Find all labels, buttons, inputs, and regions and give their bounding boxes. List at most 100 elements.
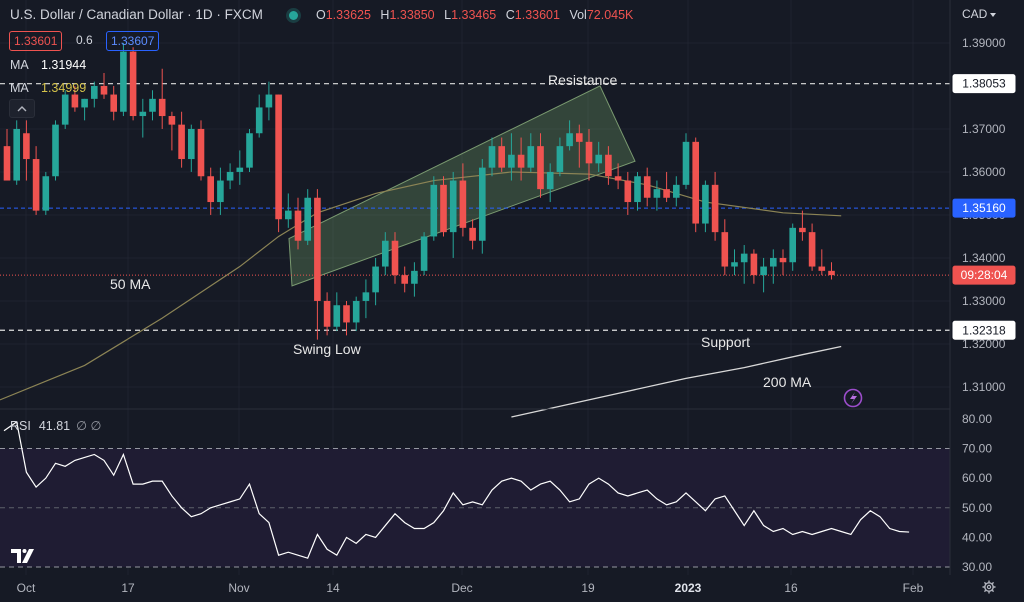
candle[interactable]	[624, 171, 632, 215]
candle[interactable]	[479, 159, 486, 254]
rsi-axis[interactable]: 80.00 70.00 60.00 50.00 40.00 30.00	[962, 412, 992, 574]
candle[interactable]	[391, 232, 399, 284]
candle[interactable]	[653, 180, 661, 211]
candle[interactable]	[517, 137, 525, 181]
candle[interactable]	[382, 232, 389, 276]
candle[interactable]	[139, 98, 147, 138]
candle[interactable]	[556, 137, 564, 177]
candle[interactable]	[13, 120, 20, 185]
candle[interactable]	[828, 262, 835, 280]
candle[interactable]	[702, 180, 709, 233]
candle[interactable]	[23, 120, 30, 181]
collapse-legend-button[interactable]	[9, 99, 35, 118]
candle[interactable]	[323, 292, 331, 336]
candle[interactable]	[643, 167, 651, 207]
currency-selector[interactable]: CAD	[962, 7, 997, 21]
candle[interactable]	[333, 292, 341, 332]
candle[interactable]	[178, 111, 185, 168]
candle[interactable]	[731, 249, 738, 276]
candle[interactable]	[585, 128, 593, 181]
candle[interactable]	[663, 171, 670, 203]
candle[interactable]	[285, 193, 292, 228]
candle[interactable]	[362, 279, 370, 319]
candle[interactable]	[110, 85, 117, 121]
candle[interactable]	[71, 85, 79, 112]
candle[interactable]	[498, 137, 505, 172]
candle[interactable]	[614, 163, 622, 190]
candle[interactable]	[818, 249, 826, 276]
candle[interactable]	[537, 133, 544, 198]
candle[interactable]	[226, 163, 234, 190]
candle[interactable]	[527, 133, 535, 172]
candle[interactable]	[3, 128, 11, 181]
candle[interactable]	[217, 167, 224, 215]
candle[interactable]	[188, 124, 195, 172]
candle[interactable]	[770, 249, 777, 284]
candle[interactable]	[799, 210, 806, 241]
candle[interactable]	[576, 124, 583, 168]
rsi-legend[interactable]: RSI 41.81 ∅ ∅	[10, 418, 101, 433]
candle[interactable]	[789, 223, 796, 271]
candle[interactable]	[546, 163, 554, 203]
candle[interactable]	[149, 90, 156, 121]
candle[interactable]	[692, 137, 699, 233]
candle[interactable]	[91, 81, 98, 108]
candle[interactable]	[168, 111, 176, 151]
candle[interactable]	[488, 137, 496, 177]
candle[interactable]	[595, 141, 602, 172]
gear-icon[interactable]	[982, 580, 996, 594]
candle[interactable]	[81, 98, 88, 121]
candle[interactable]	[246, 128, 253, 172]
candle[interactable]	[459, 163, 467, 237]
candle[interactable]	[158, 68, 166, 129]
candle[interactable]	[808, 223, 816, 271]
ma-long-legend[interactable]: MA 1.34999	[10, 81, 86, 95]
candle[interactable]	[469, 219, 476, 250]
buy-button[interactable]: 1.33607	[106, 31, 160, 51]
candle[interactable]	[120, 42, 127, 117]
candle[interactable]	[52, 120, 59, 181]
candle[interactable]	[711, 171, 719, 241]
candle[interactable]	[440, 176, 447, 237]
tradingview-logo-icon[interactable]	[9, 545, 37, 567]
candle[interactable]	[779, 249, 787, 276]
candle[interactable]	[411, 262, 418, 297]
ma-short-legend[interactable]: MA 1.31944	[10, 58, 86, 72]
candle[interactable]	[207, 167, 214, 215]
candle[interactable]	[32, 146, 40, 215]
candle[interactable]	[129, 47, 137, 121]
candle[interactable]	[740, 245, 748, 284]
candle[interactable]	[61, 90, 69, 129]
candle[interactable]	[750, 249, 758, 284]
candle[interactable]	[721, 219, 729, 276]
time-axis[interactable]: Oct 17 Nov 14 Dec 19 2023 16 Feb	[17, 581, 924, 595]
candle[interactable]	[304, 189, 311, 246]
candle[interactable]	[372, 257, 379, 306]
candle[interactable]	[673, 176, 680, 207]
candle[interactable]	[634, 171, 641, 211]
candle[interactable]	[508, 133, 515, 181]
candle[interactable]	[566, 120, 573, 151]
candle[interactable]	[605, 146, 612, 185]
candle[interactable]	[236, 150, 244, 185]
candle[interactable]	[760, 257, 767, 293]
candle[interactable]	[255, 94, 263, 138]
candle[interactable]	[197, 120, 205, 181]
candle[interactable]	[343, 300, 350, 336]
lightning-icon[interactable]	[843, 388, 863, 408]
sell-button[interactable]: 1.33601	[9, 31, 63, 51]
candle[interactable]	[449, 171, 457, 258]
candle[interactable]	[420, 232, 428, 276]
candle[interactable]	[294, 197, 302, 250]
candle[interactable]	[352, 296, 360, 332]
candle[interactable]	[401, 266, 408, 293]
candle[interactable]	[275, 94, 282, 233]
candle[interactable]	[265, 81, 273, 121]
candle[interactable]	[682, 133, 690, 190]
candle[interactable]	[100, 73, 108, 99]
candle[interactable]	[314, 189, 321, 340]
candle[interactable]	[430, 176, 438, 241]
ohlc-high-value: 1.33850	[389, 8, 435, 22]
candle[interactable]	[42, 171, 50, 215]
